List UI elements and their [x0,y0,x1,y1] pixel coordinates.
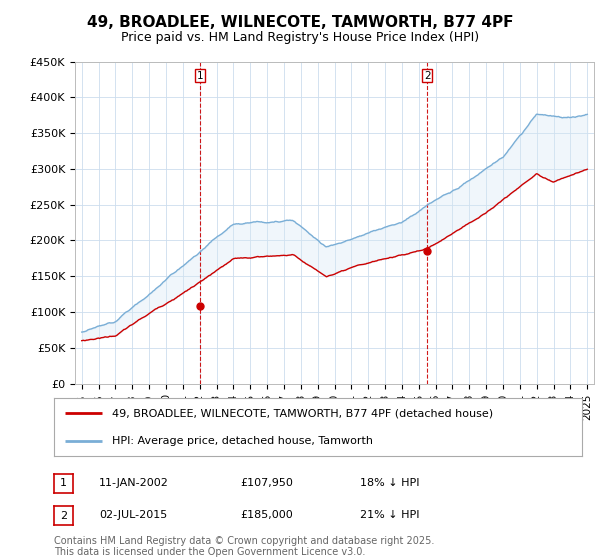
Text: 21% ↓ HPI: 21% ↓ HPI [360,510,419,520]
Text: Price paid vs. HM Land Registry's House Price Index (HPI): Price paid vs. HM Land Registry's House … [121,31,479,44]
Text: 18% ↓ HPI: 18% ↓ HPI [360,478,419,488]
Text: 49, BROADLEE, WILNECOTE, TAMWORTH, B77 4PF (detached house): 49, BROADLEE, WILNECOTE, TAMWORTH, B77 4… [112,408,493,418]
Text: 02-JUL-2015: 02-JUL-2015 [99,510,167,520]
Text: 49, BROADLEE, WILNECOTE, TAMWORTH, B77 4PF: 49, BROADLEE, WILNECOTE, TAMWORTH, B77 4… [87,15,513,30]
Text: £185,000: £185,000 [240,510,293,520]
Text: Contains HM Land Registry data © Crown copyright and database right 2025.
This d: Contains HM Land Registry data © Crown c… [54,535,434,557]
Text: 2: 2 [60,511,67,521]
Text: HPI: Average price, detached house, Tamworth: HPI: Average price, detached house, Tamw… [112,436,373,446]
Text: £107,950: £107,950 [240,478,293,488]
Text: 1: 1 [60,478,67,488]
Text: 11-JAN-2002: 11-JAN-2002 [99,478,169,488]
Text: 1: 1 [197,71,203,81]
Text: 2: 2 [424,71,430,81]
